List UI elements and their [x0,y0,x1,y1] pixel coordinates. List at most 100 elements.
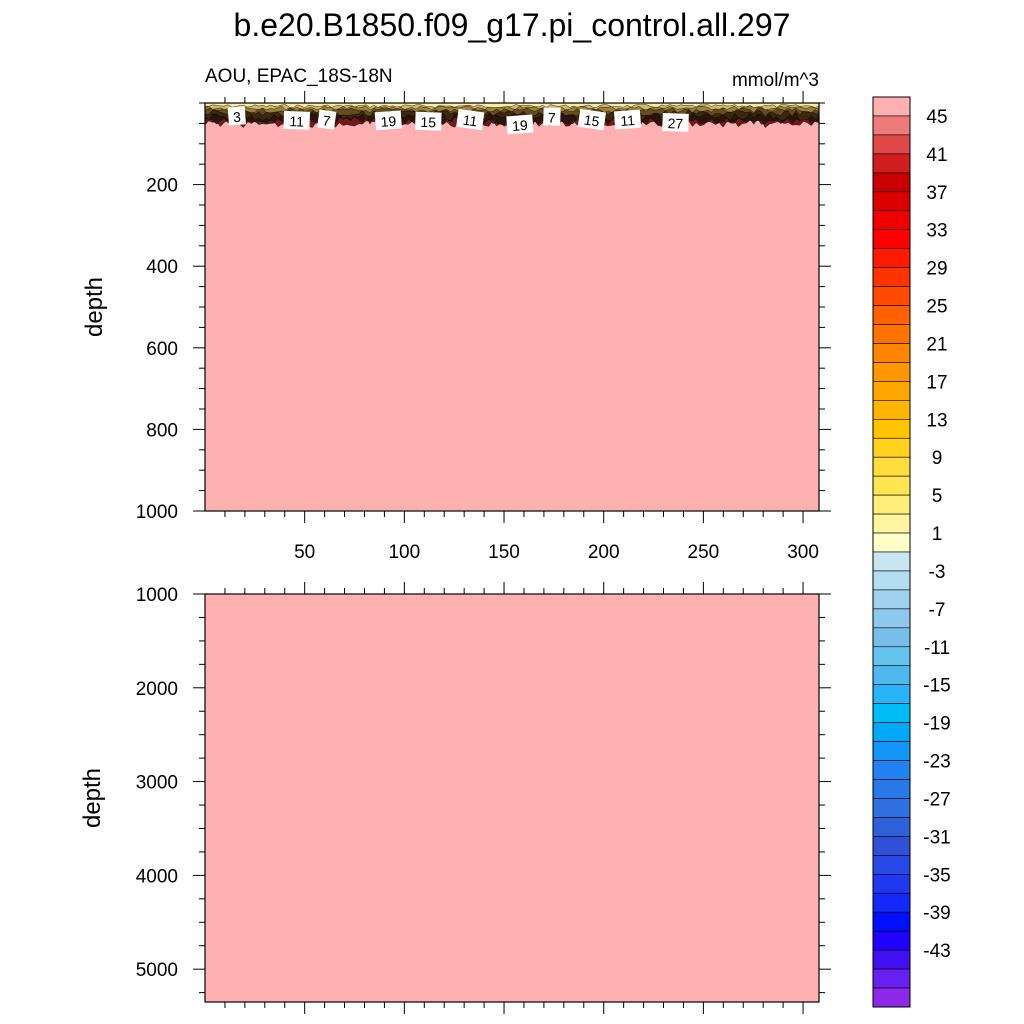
lower-ytick-label: 1000 [136,585,178,606]
colorbar-swatch [872,722,911,742]
colorbar-swatch [872,115,911,136]
colorbar-label: -15 [923,676,950,697]
colorbar-swatch [872,172,911,193]
lower-panel-frame [204,593,820,1003]
contour-label-box [577,108,607,131]
colorbar-label: 25 [926,297,947,318]
chart-subtitle-left: AOU, EPAC_18S-18N [205,66,393,87]
contour-label: 11 [613,109,642,130]
colorbar-label: 29 [926,259,947,280]
colorbar-label: -19 [923,714,950,735]
colorbar-swatch [872,817,911,837]
contour-label-text: 11 [289,113,304,130]
contour-label-text: 15 [583,112,601,130]
colorbar-swatch [872,96,911,117]
contour-label: 27 [662,112,689,132]
colorbar-swatch [872,286,911,306]
contour-label-text: 7 [322,112,332,129]
colorbar-swatch [872,532,911,553]
colorbar-swatch [872,627,911,648]
contour-label-box [506,114,534,135]
colorbar-swatch [872,494,911,515]
colorbar-label: -11 [924,638,950,659]
upper-contour-labels: 3 11 7 19 15 11 19 7 15 11 27 [227,106,689,135]
colorbar-label: -43 [923,941,950,962]
colorbar-swatch [872,608,911,629]
colorbar-swatch [872,930,911,951]
colorbar-label: 5 [932,486,943,507]
colorbar-swatch [872,400,911,420]
contour-label: 7 [317,109,337,130]
lower-ytick-label: 2000 [136,679,178,700]
colorbar-swatch [872,381,911,401]
colorbar-swatch [872,703,911,723]
colorbar-swatch [872,741,911,761]
colorbar-swatch [872,873,911,894]
colorbar-swatch [872,305,911,325]
colorbar-swatch [872,456,911,477]
colorbar-swatch [872,892,911,913]
upper-xtick-label: 50 [294,542,315,563]
upper-xtick-label: 150 [488,542,520,563]
colorbar-label: -39 [923,903,950,924]
upper-panel: 3 11 7 19 15 11 19 7 15 11 27 50 100 150 200 250 300 200… [81,91,831,563]
contour-label-box [227,106,246,126]
colorbar-swatch [872,760,911,780]
colorbar-label: 17 [926,372,947,393]
lower-ytick-label: 4000 [136,866,178,887]
colorbar-label: -31 [923,827,950,848]
contour-label-text: 27 [667,115,683,132]
colorbar-swatch [872,968,911,989]
colorbar-swatch [872,798,911,818]
lower-panel: 1000 2000 3000 4000 5000 depth [79,582,831,1014]
colorbar-label: 13 [926,410,947,431]
colorbar-label: 45 [926,107,947,128]
contour-label: 7 [543,107,561,126]
colorbar-swatch [872,475,911,496]
colorbar-frame [872,96,911,1008]
upper-xtick-label: 250 [688,542,720,563]
upper-ytick-label: 200 [146,176,178,197]
upper-xtick-label: 200 [588,542,620,563]
colorbar-swatch [872,267,911,287]
upper-xtick-label: 300 [787,542,819,563]
colorbar-swatch [872,836,911,856]
contour-label: 15 [415,111,442,131]
contour-label: 19 [506,114,534,135]
lower-panel-fill [205,594,819,1002]
colorbar-swatch [872,987,911,1008]
contour-label-box [415,111,442,131]
contour-label-text: 15 [420,114,436,131]
colorbar-label: -23 [923,752,950,773]
contour-label-text: 19 [512,117,529,134]
contour-label-text: 11 [462,112,479,130]
contour-label: 15 [577,108,607,131]
colorbar-swatch [872,437,911,458]
colorbar-label: 33 [926,221,947,242]
contour-label: 11 [456,108,485,131]
colorbar-label: 21 [926,334,947,355]
colorbar-label: 37 [926,183,947,204]
colorbar-swatch [872,343,911,363]
upper-xtick-label: 100 [388,542,420,563]
colorbar-swatch [872,418,911,439]
colorbar-swatch [872,855,911,875]
contour-label: 19 [374,110,402,131]
colorbar-swatch [872,911,911,932]
colorbar-swatch [872,191,911,212]
contour-label-text: 19 [380,113,397,130]
contour-label: 11 [283,110,311,130]
colorbar-label: 41 [926,145,947,166]
colorbar-label: -7 [929,600,946,621]
colorbar-label: 1 [932,524,943,545]
colorbar-label: 9 [932,448,943,469]
colorbar-swatch [872,570,911,591]
contour-label-text: 11 [620,112,636,129]
upper-ytick-label: 800 [146,420,178,441]
colorbar-swatch [872,684,911,704]
colorbar-swatch [872,779,911,799]
colorbar-swatch [872,324,911,344]
contour-label-text: 7 [548,110,557,126]
contour-label-box [613,109,642,130]
surface-contour-band [205,103,819,108]
